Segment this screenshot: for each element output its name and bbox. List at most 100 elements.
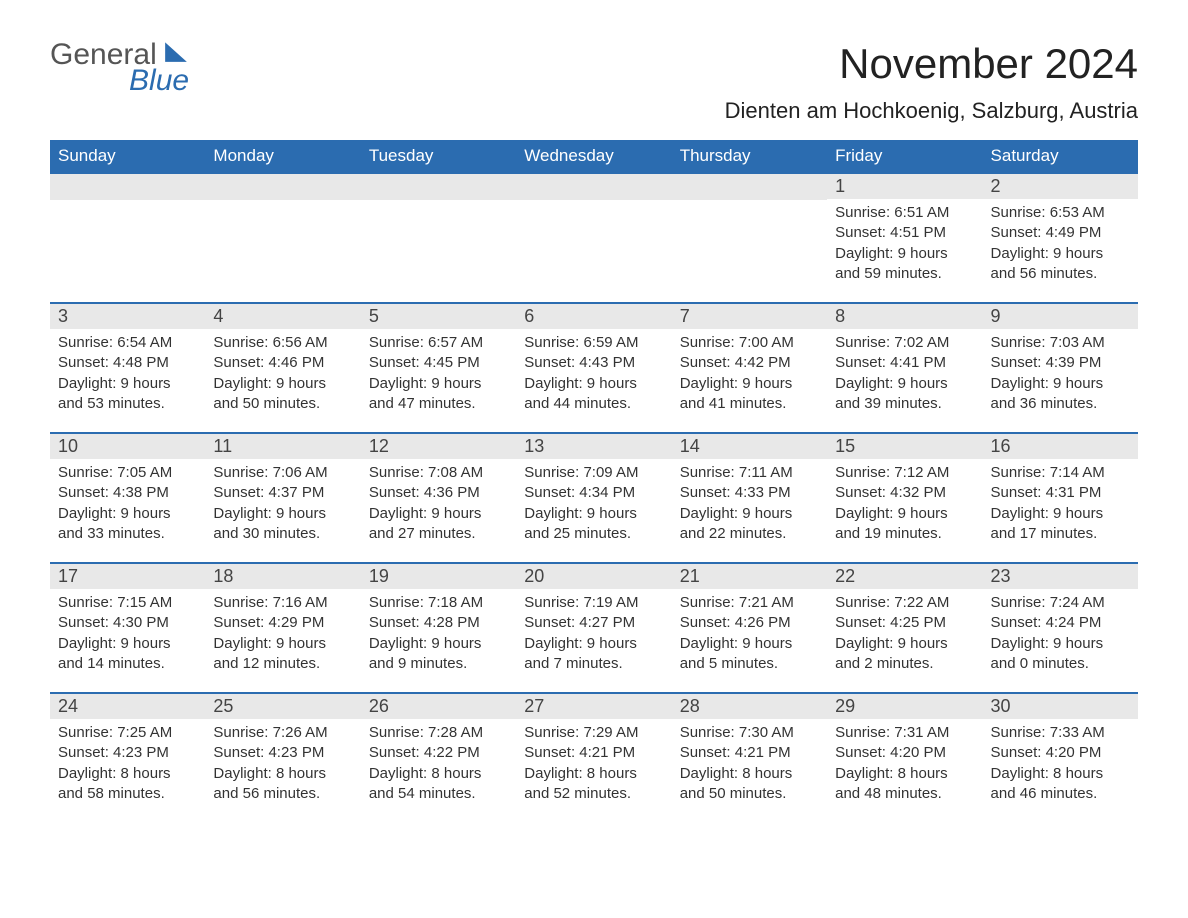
day-line-daylight1: Daylight: 8 hours	[524, 764, 663, 784]
weekday-header-row: SundayMondayTuesdayWednesdayThursdayFrid…	[50, 140, 1138, 172]
day-body: Sunrise: 7:29 AMSunset: 4:21 PMDaylight:…	[516, 719, 671, 812]
day-line-daylight1: Daylight: 9 hours	[58, 634, 197, 654]
day-line-daylight1: Daylight: 9 hours	[524, 504, 663, 524]
day-line-sunrise: Sunrise: 7:12 AM	[835, 463, 974, 483]
day-line-sunset: Sunset: 4:49 PM	[991, 223, 1130, 243]
day-body: Sunrise: 6:54 AMSunset: 4:48 PMDaylight:…	[50, 329, 205, 422]
day-body: Sunrise: 7:26 AMSunset: 4:23 PMDaylight:…	[205, 719, 360, 812]
day-line-daylight1: Daylight: 9 hours	[991, 504, 1130, 524]
day-line-daylight2: and 25 minutes.	[524, 524, 663, 544]
day-cell: 9Sunrise: 7:03 AMSunset: 4:39 PMDaylight…	[983, 304, 1138, 432]
day-line-sunrise: Sunrise: 7:31 AM	[835, 723, 974, 743]
day-number: 1	[827, 174, 982, 199]
day-body: Sunrise: 7:16 AMSunset: 4:29 PMDaylight:…	[205, 589, 360, 682]
day-body: Sunrise: 7:18 AMSunset: 4:28 PMDaylight:…	[361, 589, 516, 682]
day-line-sunrise: Sunrise: 7:25 AM	[58, 723, 197, 743]
day-number: 4	[205, 304, 360, 329]
day-line-daylight2: and 33 minutes.	[58, 524, 197, 544]
day-line-sunrise: Sunrise: 6:51 AM	[835, 203, 974, 223]
day-number: 11	[205, 434, 360, 459]
day-line-daylight1: Daylight: 9 hours	[680, 374, 819, 394]
day-body: Sunrise: 6:51 AMSunset: 4:51 PMDaylight:…	[827, 199, 982, 292]
day-line-sunrise: Sunrise: 7:11 AM	[680, 463, 819, 483]
day-body: Sunrise: 7:21 AMSunset: 4:26 PMDaylight:…	[672, 589, 827, 682]
title-block: November 2024 Dienten am Hochkoenig, Sal…	[725, 40, 1138, 132]
day-line-daylight2: and 17 minutes.	[991, 524, 1130, 544]
day-line-sunset: Sunset: 4:30 PM	[58, 613, 197, 633]
day-cell	[205, 174, 360, 302]
day-body: Sunrise: 7:06 AMSunset: 4:37 PMDaylight:…	[205, 459, 360, 552]
empty-day-bar	[205, 174, 360, 200]
day-line-sunrise: Sunrise: 7:03 AM	[991, 333, 1130, 353]
day-number: 14	[672, 434, 827, 459]
day-body: Sunrise: 7:11 AMSunset: 4:33 PMDaylight:…	[672, 459, 827, 552]
day-number: 17	[50, 564, 205, 589]
day-body: Sunrise: 7:19 AMSunset: 4:27 PMDaylight:…	[516, 589, 671, 682]
day-line-sunset: Sunset: 4:24 PM	[991, 613, 1130, 633]
day-line-daylight2: and 46 minutes.	[991, 784, 1130, 804]
day-cell	[361, 174, 516, 302]
day-line-daylight1: Daylight: 8 hours	[835, 764, 974, 784]
weeks-container: 1Sunrise: 6:51 AMSunset: 4:51 PMDaylight…	[50, 172, 1138, 822]
header: General Blue November 2024 Dienten am Ho…	[50, 40, 1138, 132]
day-line-daylight2: and 59 minutes.	[835, 264, 974, 284]
day-line-sunrise: Sunrise: 6:54 AM	[58, 333, 197, 353]
day-number: 21	[672, 564, 827, 589]
day-line-sunrise: Sunrise: 7:22 AM	[835, 593, 974, 613]
day-cell: 18Sunrise: 7:16 AMSunset: 4:29 PMDayligh…	[205, 564, 360, 692]
day-body: Sunrise: 7:28 AMSunset: 4:22 PMDaylight:…	[361, 719, 516, 812]
day-body: Sunrise: 7:00 AMSunset: 4:42 PMDaylight:…	[672, 329, 827, 422]
day-line-sunset: Sunset: 4:32 PM	[835, 483, 974, 503]
day-body: Sunrise: 7:09 AMSunset: 4:34 PMDaylight:…	[516, 459, 671, 552]
week-row: 17Sunrise: 7:15 AMSunset: 4:30 PMDayligh…	[50, 562, 1138, 692]
day-number: 26	[361, 694, 516, 719]
day-line-sunset: Sunset: 4:46 PM	[213, 353, 352, 373]
day-number: 6	[516, 304, 671, 329]
day-cell: 23Sunrise: 7:24 AMSunset: 4:24 PMDayligh…	[983, 564, 1138, 692]
day-line-sunset: Sunset: 4:34 PM	[524, 483, 663, 503]
day-line-daylight2: and 22 minutes.	[680, 524, 819, 544]
day-line-sunrise: Sunrise: 7:06 AM	[213, 463, 352, 483]
weekday-header: Wednesday	[516, 140, 671, 172]
day-body: Sunrise: 7:15 AMSunset: 4:30 PMDaylight:…	[50, 589, 205, 682]
empty-day-bar	[672, 174, 827, 200]
day-cell: 22Sunrise: 7:22 AMSunset: 4:25 PMDayligh…	[827, 564, 982, 692]
day-number: 23	[983, 564, 1138, 589]
day-body: Sunrise: 7:25 AMSunset: 4:23 PMDaylight:…	[50, 719, 205, 812]
weekday-header: Friday	[827, 140, 982, 172]
day-line-sunset: Sunset: 4:21 PM	[524, 743, 663, 763]
day-line-sunset: Sunset: 4:26 PM	[680, 613, 819, 633]
day-number: 29	[827, 694, 982, 719]
day-body: Sunrise: 6:56 AMSunset: 4:46 PMDaylight:…	[205, 329, 360, 422]
day-number: 19	[361, 564, 516, 589]
day-line-daylight2: and 12 minutes.	[213, 654, 352, 674]
day-line-sunrise: Sunrise: 7:21 AM	[680, 593, 819, 613]
day-body: Sunrise: 7:14 AMSunset: 4:31 PMDaylight:…	[983, 459, 1138, 552]
weekday-header: Sunday	[50, 140, 205, 172]
day-line-sunset: Sunset: 4:20 PM	[835, 743, 974, 763]
day-line-daylight1: Daylight: 8 hours	[680, 764, 819, 784]
day-body: Sunrise: 6:53 AMSunset: 4:49 PMDaylight:…	[983, 199, 1138, 292]
day-number: 5	[361, 304, 516, 329]
day-body: Sunrise: 7:03 AMSunset: 4:39 PMDaylight:…	[983, 329, 1138, 422]
day-cell	[672, 174, 827, 302]
day-line-daylight1: Daylight: 9 hours	[991, 634, 1130, 654]
day-cell: 16Sunrise: 7:14 AMSunset: 4:31 PMDayligh…	[983, 434, 1138, 562]
day-number: 9	[983, 304, 1138, 329]
day-cell: 15Sunrise: 7:12 AMSunset: 4:32 PMDayligh…	[827, 434, 982, 562]
logo: General Blue	[50, 40, 189, 96]
day-line-sunrise: Sunrise: 6:53 AM	[991, 203, 1130, 223]
day-line-sunrise: Sunrise: 7:28 AM	[369, 723, 508, 743]
day-line-sunrise: Sunrise: 7:05 AM	[58, 463, 197, 483]
day-body: Sunrise: 7:02 AMSunset: 4:41 PMDaylight:…	[827, 329, 982, 422]
day-cell: 24Sunrise: 7:25 AMSunset: 4:23 PMDayligh…	[50, 694, 205, 822]
day-cell: 13Sunrise: 7:09 AMSunset: 4:34 PMDayligh…	[516, 434, 671, 562]
day-body: Sunrise: 7:05 AMSunset: 4:38 PMDaylight:…	[50, 459, 205, 552]
day-cell: 5Sunrise: 6:57 AMSunset: 4:45 PMDaylight…	[361, 304, 516, 432]
day-cell: 21Sunrise: 7:21 AMSunset: 4:26 PMDayligh…	[672, 564, 827, 692]
logo-text: General Blue	[50, 40, 189, 96]
day-line-sunset: Sunset: 4:37 PM	[213, 483, 352, 503]
week-row: 1Sunrise: 6:51 AMSunset: 4:51 PMDaylight…	[50, 172, 1138, 302]
day-cell: 29 Sunrise: 7:31 AMSunset: 4:20 PMDayligh…	[827, 694, 982, 822]
day-line-daylight1: Daylight: 9 hours	[369, 634, 508, 654]
